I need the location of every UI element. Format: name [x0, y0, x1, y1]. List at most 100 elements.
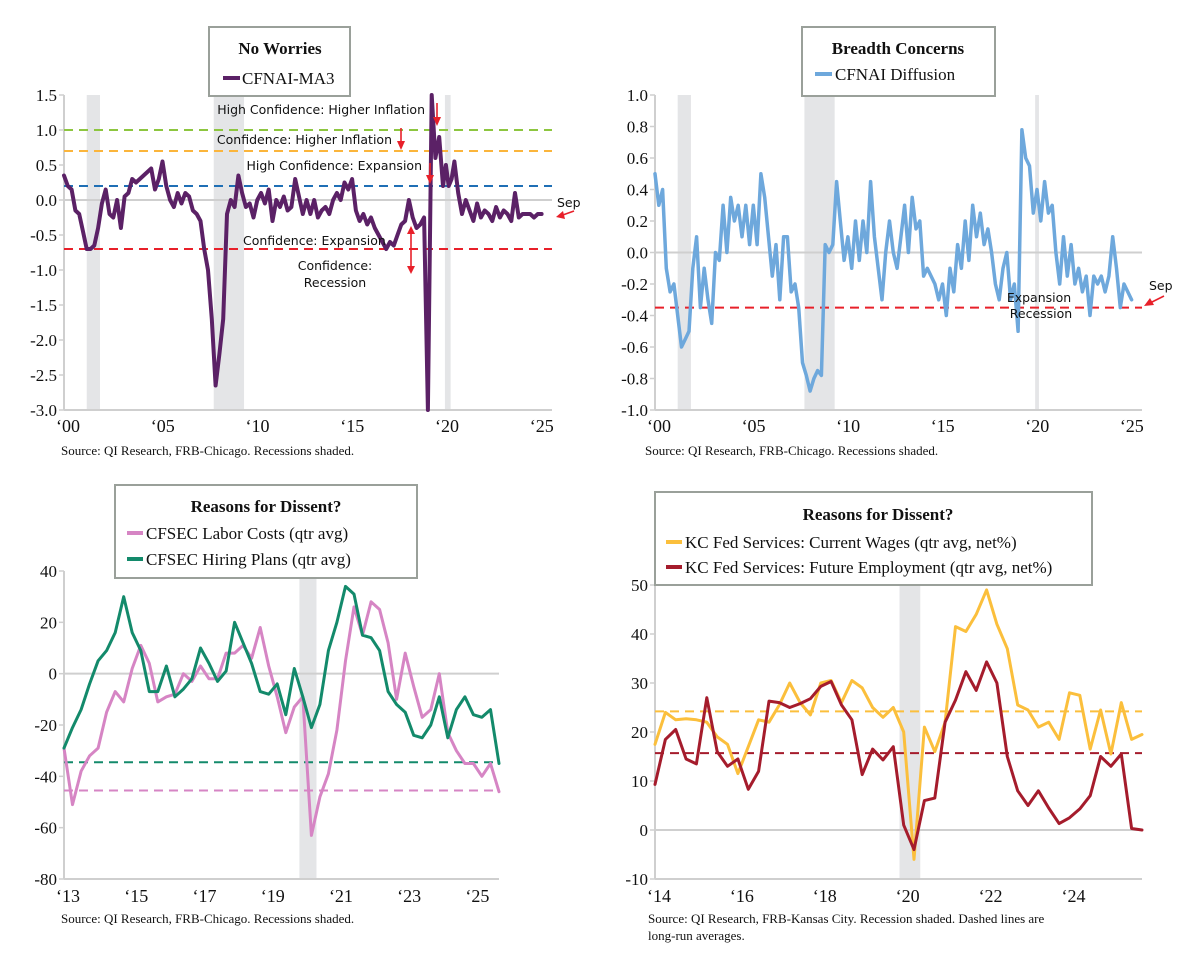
y-tick-label: 0.6 — [627, 149, 648, 168]
tick-labels-group: 50 40 30 20 10 0 -10‘14 ‘16 ‘18 ‘20 ‘22 ‘24 — [625, 576, 1085, 906]
recession-band — [86, 95, 101, 410]
x-tick-label: ‘24 — [1061, 886, 1085, 906]
annotations-group: High Confidence: Higher Inflation Confid… — [217, 102, 581, 290]
axes-group — [650, 94, 1142, 411]
y-tick-label: -40 — [34, 767, 57, 786]
reference-lines-group — [655, 710, 1142, 755]
y-tick-label: -3.0 — [30, 401, 57, 420]
x-tick-label: ‘05 — [742, 416, 766, 436]
arrow-down-icon — [397, 128, 405, 150]
series-lines-group — [62, 93, 544, 412]
annotation-recession: Recession — [1010, 306, 1072, 321]
x-tick-label: ‘15 — [340, 416, 364, 436]
x-tick-label: ‘13 — [56, 886, 80, 906]
y-tick-label: -0.4 — [621, 307, 648, 326]
y-tick-label: 20 — [40, 613, 57, 632]
annotation-confidence-recession-line2: Recession — [304, 275, 366, 290]
legend: No Worries CFNAI-MA3 — [208, 26, 351, 97]
legend-item-future-employment: KC Fed Services: Future Employment (qtr … — [685, 558, 1052, 577]
x-tick-label: ‘22 — [979, 886, 1003, 906]
chart-panel-no-worries: 1.5 1.0 0.5 0.0 -0.5 -1.0 -1.5 -2.0 -2.5 -3.0‘00 ‘… — [30, 26, 581, 458]
legend-box — [654, 491, 1093, 586]
y-tick-label: 0.4 — [627, 181, 649, 200]
legend: Reasons for Dissent? KC Fed Services: Cu… — [654, 491, 1093, 586]
y-tick-label: 0.0 — [627, 244, 648, 263]
x-tick-label: ‘00 — [56, 416, 80, 436]
y-tick-label: 1.5 — [36, 86, 57, 105]
x-tick-label: ‘14 — [647, 886, 671, 906]
y-tick-label: 40 — [631, 625, 648, 644]
chart-panel-kc-fed: 50 40 30 20 10 0 -10‘14 ‘16 ‘18 ‘20 ‘22 ‘24 Reasons… — [625, 491, 1144, 943]
x-tick-label: ‘21 — [329, 886, 353, 906]
source-note: Source: QI Research, FRB-Chicago. Recess… — [645, 443, 938, 458]
legend-title: Breadth Concerns — [832, 39, 965, 58]
legend-title: Reasons for Dissent? — [191, 497, 342, 516]
annotation-confidence-expansion: Confidence: Expansion — [243, 233, 386, 248]
series-line-cfnai-ma3 — [62, 93, 544, 412]
chart-panel-breadth-concerns: 1.00.80.60.40.20.0-0.2-0.4-0.6-0.8-1.0‘0… — [621, 26, 1173, 458]
series-line-cfsec-hiring-plans-qtr-avg — [62, 584, 501, 765]
series-lines-group — [62, 584, 501, 837]
y-tick-label: 1.0 — [36, 121, 57, 140]
y-tick-label: -2.0 — [30, 331, 57, 350]
y-tick-label: 1.0 — [627, 86, 648, 105]
legend-box — [801, 26, 996, 97]
y-tick-label: -1.5 — [30, 296, 57, 315]
y-tick-label: 0.8 — [627, 118, 648, 137]
y-tick-label: 0.5 — [36, 156, 57, 175]
y-tick-label: 30 — [631, 674, 648, 693]
series-lines-group — [653, 127, 1134, 393]
reference-lines-group — [64, 761, 499, 792]
x-tick-label: ‘25 — [1120, 416, 1144, 436]
arrow-down-icon — [426, 163, 434, 184]
legend-title: No Worries — [238, 39, 322, 58]
arrow-down-icon — [433, 103, 441, 126]
source-note: Source: QI Research, FRB-Chicago. Recess… — [61, 443, 354, 458]
y-tick-label: -1.0 — [30, 261, 57, 280]
legend-item-cfnai-ma3: CFNAI-MA3 — [242, 69, 335, 88]
source-note-line2: long-run averages. — [648, 928, 745, 943]
y-tick-label: -0.2 — [621, 275, 648, 294]
double-arrow-icon — [407, 226, 415, 274]
annotation-high-confidence-expansion: High Confidence: Expansion — [246, 158, 422, 173]
y-tick-label: 0 — [640, 821, 649, 840]
recession-shading-group — [899, 585, 921, 879]
series-line-kc-fed-services-current-wages-qtr-avg-net — [653, 588, 1144, 861]
series-line-kc-fed-services-future-employment-qtr-avg-net — [653, 660, 1144, 852]
x-tick-label: ‘05 — [151, 416, 175, 436]
y-tick-label: 20 — [631, 723, 648, 742]
x-tick-label: ‘00 — [647, 416, 671, 436]
x-tick-label: ‘20 — [1025, 416, 1049, 436]
series-line-cfnai-diffusion — [653, 127, 1134, 393]
y-tick-label: -0.6 — [621, 338, 648, 357]
source-note-line1: Source: QI Research, FRB-Kansas City. Re… — [648, 911, 1045, 926]
legend-item-current-wages: KC Fed Services: Current Wages (qtr avg,… — [685, 533, 1017, 552]
x-tick-label: ‘20 — [435, 416, 459, 436]
legend-item-hiring-plans: CFSEC Hiring Plans (qtr avg) — [146, 550, 351, 569]
legend-title: Reasons for Dissent? — [803, 505, 954, 524]
x-tick-label: ‘20 — [896, 886, 920, 906]
y-tick-label: -2.5 — [30, 366, 57, 385]
legend-box — [114, 484, 418, 579]
y-tick-label: -1.0 — [621, 401, 648, 420]
x-tick-label: ‘18 — [813, 886, 837, 906]
callout-sep: Sep — [1149, 278, 1173, 293]
legend-item-cfnai-diffusion: CFNAI Diffusion — [835, 65, 956, 84]
recession-band — [444, 95, 451, 410]
annotations-group: Expansion Recession Sep — [1007, 278, 1173, 321]
y-tick-label: -10 — [625, 870, 648, 889]
y-tick-label: -80 — [34, 870, 57, 889]
y-tick-label: 10 — [631, 772, 648, 791]
x-tick-label: ‘19 — [261, 886, 285, 906]
tick-labels-group: 1.00.80.60.40.20.0-0.2-0.4-0.6-0.8-1.0‘0… — [621, 86, 1144, 436]
axes-group — [650, 584, 1142, 880]
axes-group — [59, 94, 552, 411]
callout-sep: Sep — [557, 195, 581, 210]
tick-labels-group: 40 20 0 -20 -40 -60 -80‘13 ‘15 ‘17 ‘19 ‘21 ‘23 ‘25 — [34, 562, 489, 906]
y-tick-label: 0.0 — [36, 191, 57, 210]
recession-shading-group — [299, 571, 317, 879]
legend: Reasons for Dissent? CFSEC Labor Costs (… — [114, 484, 418, 579]
legend-box — [208, 26, 351, 97]
annotation-confidence-higher-inflation: Confidence: Higher Inflation — [217, 132, 392, 147]
